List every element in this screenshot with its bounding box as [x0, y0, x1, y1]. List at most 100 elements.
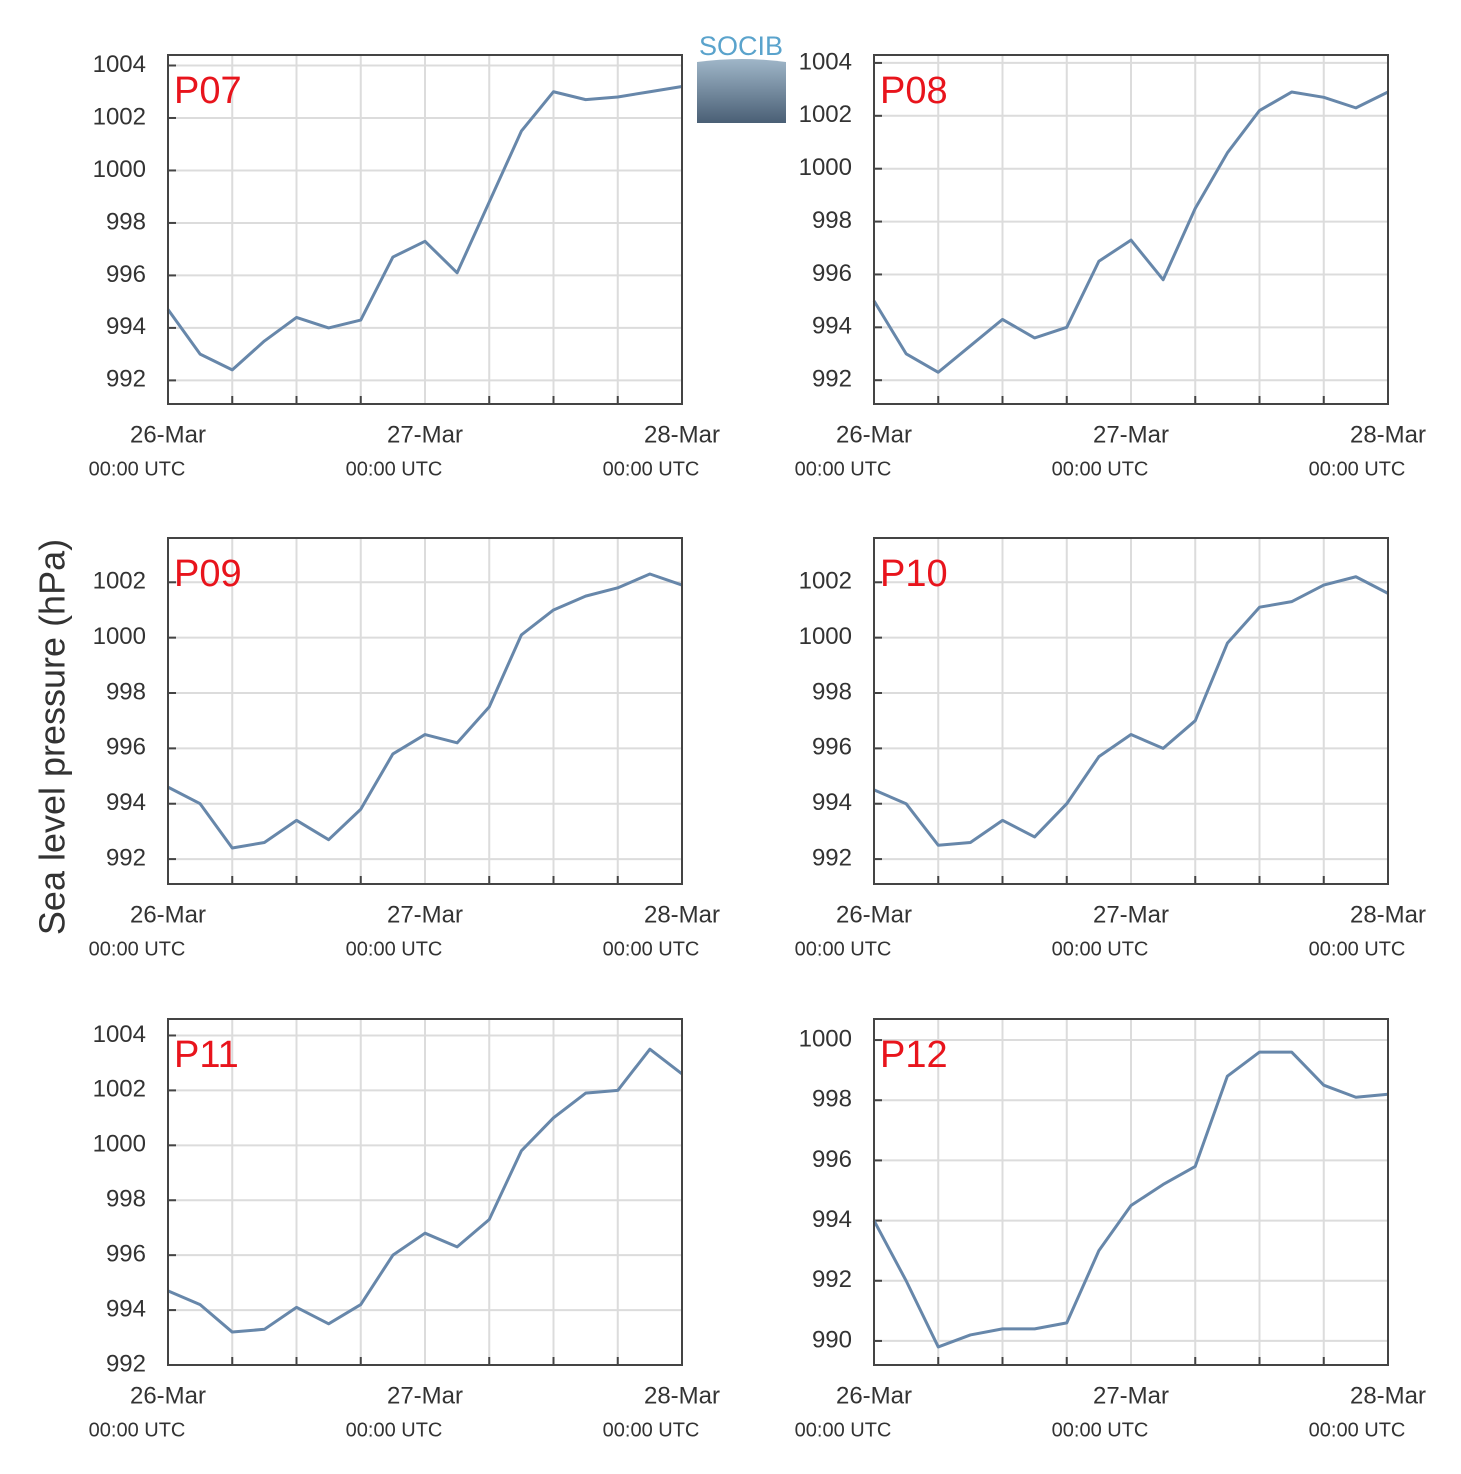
- y-tick-label: 996: [812, 260, 852, 287]
- x-tick-sublabel: 00:00 UTC: [795, 938, 892, 960]
- x-tick-sublabel: 00:00 UTC: [346, 1419, 443, 1441]
- y-tick-label: 1002: [93, 103, 146, 130]
- y-tick-label: 1000: [93, 623, 146, 650]
- x-tick-label: 27-Mar: [1093, 1382, 1169, 1409]
- line: [166, 85, 683, 372]
- y-tick-label: 996: [106, 1241, 146, 1268]
- logo: SOCIB: [697, 31, 786, 123]
- x-tick-label: 28-Mar: [1350, 1382, 1426, 1409]
- logo-shape: [697, 59, 786, 123]
- x-tick-label: 26-Mar: [836, 1382, 912, 1409]
- x-tick-sublabel: 00:00 UTC: [346, 938, 443, 960]
- x-tick-sublabel: 00:00 UTC: [1309, 1419, 1406, 1441]
- y-tick-label: 992: [812, 366, 852, 393]
- line: [872, 90, 1389, 374]
- y-tick-label: 1002: [799, 568, 852, 595]
- x-tick-sublabel: 00:00 UTC: [89, 1419, 186, 1441]
- panel-title: P09: [174, 553, 242, 595]
- y-tick-label: 998: [812, 678, 852, 705]
- panel-title: P07: [174, 70, 242, 112]
- y-tick-label: 996: [106, 734, 146, 761]
- line: [167, 1047, 683, 1334]
- panel-title: P10: [880, 553, 948, 595]
- x-tick-sublabel: 00:00 UTC: [795, 1419, 892, 1441]
- y-tick-label: 1004: [93, 1021, 146, 1048]
- x-tick-label: 26-Mar: [836, 901, 912, 928]
- y-tick-label: 992: [106, 1350, 146, 1377]
- y-tick-label: 994: [106, 313, 146, 340]
- x-tick-label: 28-Mar: [644, 1382, 720, 1409]
- y-tick-label: 998: [812, 207, 852, 234]
- y-tick-label: 990: [812, 1326, 852, 1353]
- panel: 26-Mar 00:00 UTC 27-Mar 00:00 UTC 28-Mar 00:0…: [89, 51, 720, 480]
- x-tick-label: 27-Mar: [387, 1382, 463, 1409]
- x-tick-sublabel: 00:00 UTC: [89, 938, 186, 960]
- y-tick-label: 1002: [799, 101, 852, 128]
- y-tick-label: 1004: [799, 48, 852, 75]
- y-tick-label: 1000: [799, 1025, 852, 1052]
- x-tick-sublabel: 00:00 UTC: [1052, 458, 1149, 480]
- panel: 26-Mar 00:00 UTC 27-Mar 00:00 UTC 28-Mar 00:0…: [795, 48, 1426, 480]
- x-tick-sublabel: 00:00 UTC: [1309, 938, 1406, 960]
- y-tick-label: 994: [106, 789, 146, 816]
- x-tick-sublabel: 00:00 UTC: [1052, 1419, 1149, 1441]
- y-tick-label: 1000: [799, 154, 852, 181]
- y-tick-label: 1000: [93, 1131, 146, 1158]
- x-tick-sublabel: 00:00 UTC: [89, 458, 186, 480]
- plot-frame: [167, 54, 683, 405]
- x-tick-sublabel: 00:00 UTC: [346, 458, 443, 480]
- y-tick-label: 1000: [93, 156, 146, 183]
- plot-frame: [167, 1018, 683, 1366]
- panel: 26-Mar 00:00 UTC 27-Mar 00:00 UTC 28-Mar 00:0…: [89, 537, 720, 960]
- logo-text: SOCIB: [699, 31, 783, 61]
- panel-title: P12: [880, 1034, 948, 1076]
- y-tick-label: 1000: [799, 623, 852, 650]
- x-tick-label: 28-Mar: [1350, 901, 1426, 928]
- y-tick-label: 992: [106, 844, 146, 871]
- y-tick-label: 1002: [93, 568, 146, 595]
- panel: 26-Mar 00:00 UTC 27-Mar 00:00 UTC 28-Mar 00:0…: [89, 1018, 720, 1441]
- y-tick-label: 992: [812, 844, 852, 871]
- y-tick-label: 998: [106, 208, 146, 235]
- y-tick-label: 996: [106, 261, 146, 288]
- plot-frame: [873, 1018, 1389, 1366]
- y-tick-label: 998: [812, 1086, 852, 1113]
- x-tick-label: 27-Mar: [387, 901, 463, 928]
- x-tick-label: 28-Mar: [644, 901, 720, 928]
- x-tick-sublabel: 00:00 UTC: [1309, 458, 1406, 480]
- plot-frame: [873, 54, 1389, 405]
- x-tick-label: 27-Mar: [387, 421, 463, 448]
- y-tick-label: 994: [812, 313, 852, 340]
- y-tick-label: 998: [106, 1186, 146, 1213]
- x-tick-sublabel: 00:00 UTC: [603, 1419, 700, 1441]
- y-tick-label: 992: [106, 366, 146, 393]
- panel: 26-Mar 00:00 UTC 27-Mar 00:00 UTC 28-Mar 00:0…: [795, 1018, 1426, 1441]
- y-tick-label: 996: [812, 734, 852, 761]
- panel-title: P08: [880, 70, 948, 112]
- y-tick-label: 998: [106, 678, 146, 705]
- x-tick-label: 26-Mar: [836, 421, 912, 448]
- y-tick-label: 1002: [93, 1076, 146, 1103]
- y-tick-label: 992: [812, 1266, 852, 1293]
- x-tick-label: 26-Mar: [130, 901, 206, 928]
- y-axis-label: Sea level pressure (hPa): [32, 539, 73, 935]
- y-tick-label: 994: [106, 1295, 146, 1322]
- x-tick-label: 28-Mar: [644, 421, 720, 448]
- y-tick-label: 996: [812, 1146, 852, 1173]
- x-tick-label: 26-Mar: [130, 421, 206, 448]
- plot-frame: [167, 537, 683, 885]
- y-tick-label: 994: [812, 789, 852, 816]
- x-tick-label: 27-Mar: [1093, 901, 1169, 928]
- x-tick-sublabel: 00:00 UTC: [795, 458, 892, 480]
- x-tick-sublabel: 00:00 UTC: [1052, 938, 1149, 960]
- x-tick-label: 26-Mar: [130, 1382, 206, 1409]
- x-tick-sublabel: 00:00 UTC: [603, 458, 700, 480]
- panel: 26-Mar 00:00 UTC 27-Mar 00:00 UTC 28-Mar 00:0…: [795, 537, 1426, 960]
- y-tick-label: 1004: [93, 51, 146, 78]
- y-tick-label: 994: [812, 1206, 852, 1233]
- x-tick-label: 27-Mar: [1093, 421, 1169, 448]
- line: [872, 1050, 1389, 1349]
- panel-title: P11: [174, 1034, 239, 1076]
- plot-frame: [873, 537, 1389, 885]
